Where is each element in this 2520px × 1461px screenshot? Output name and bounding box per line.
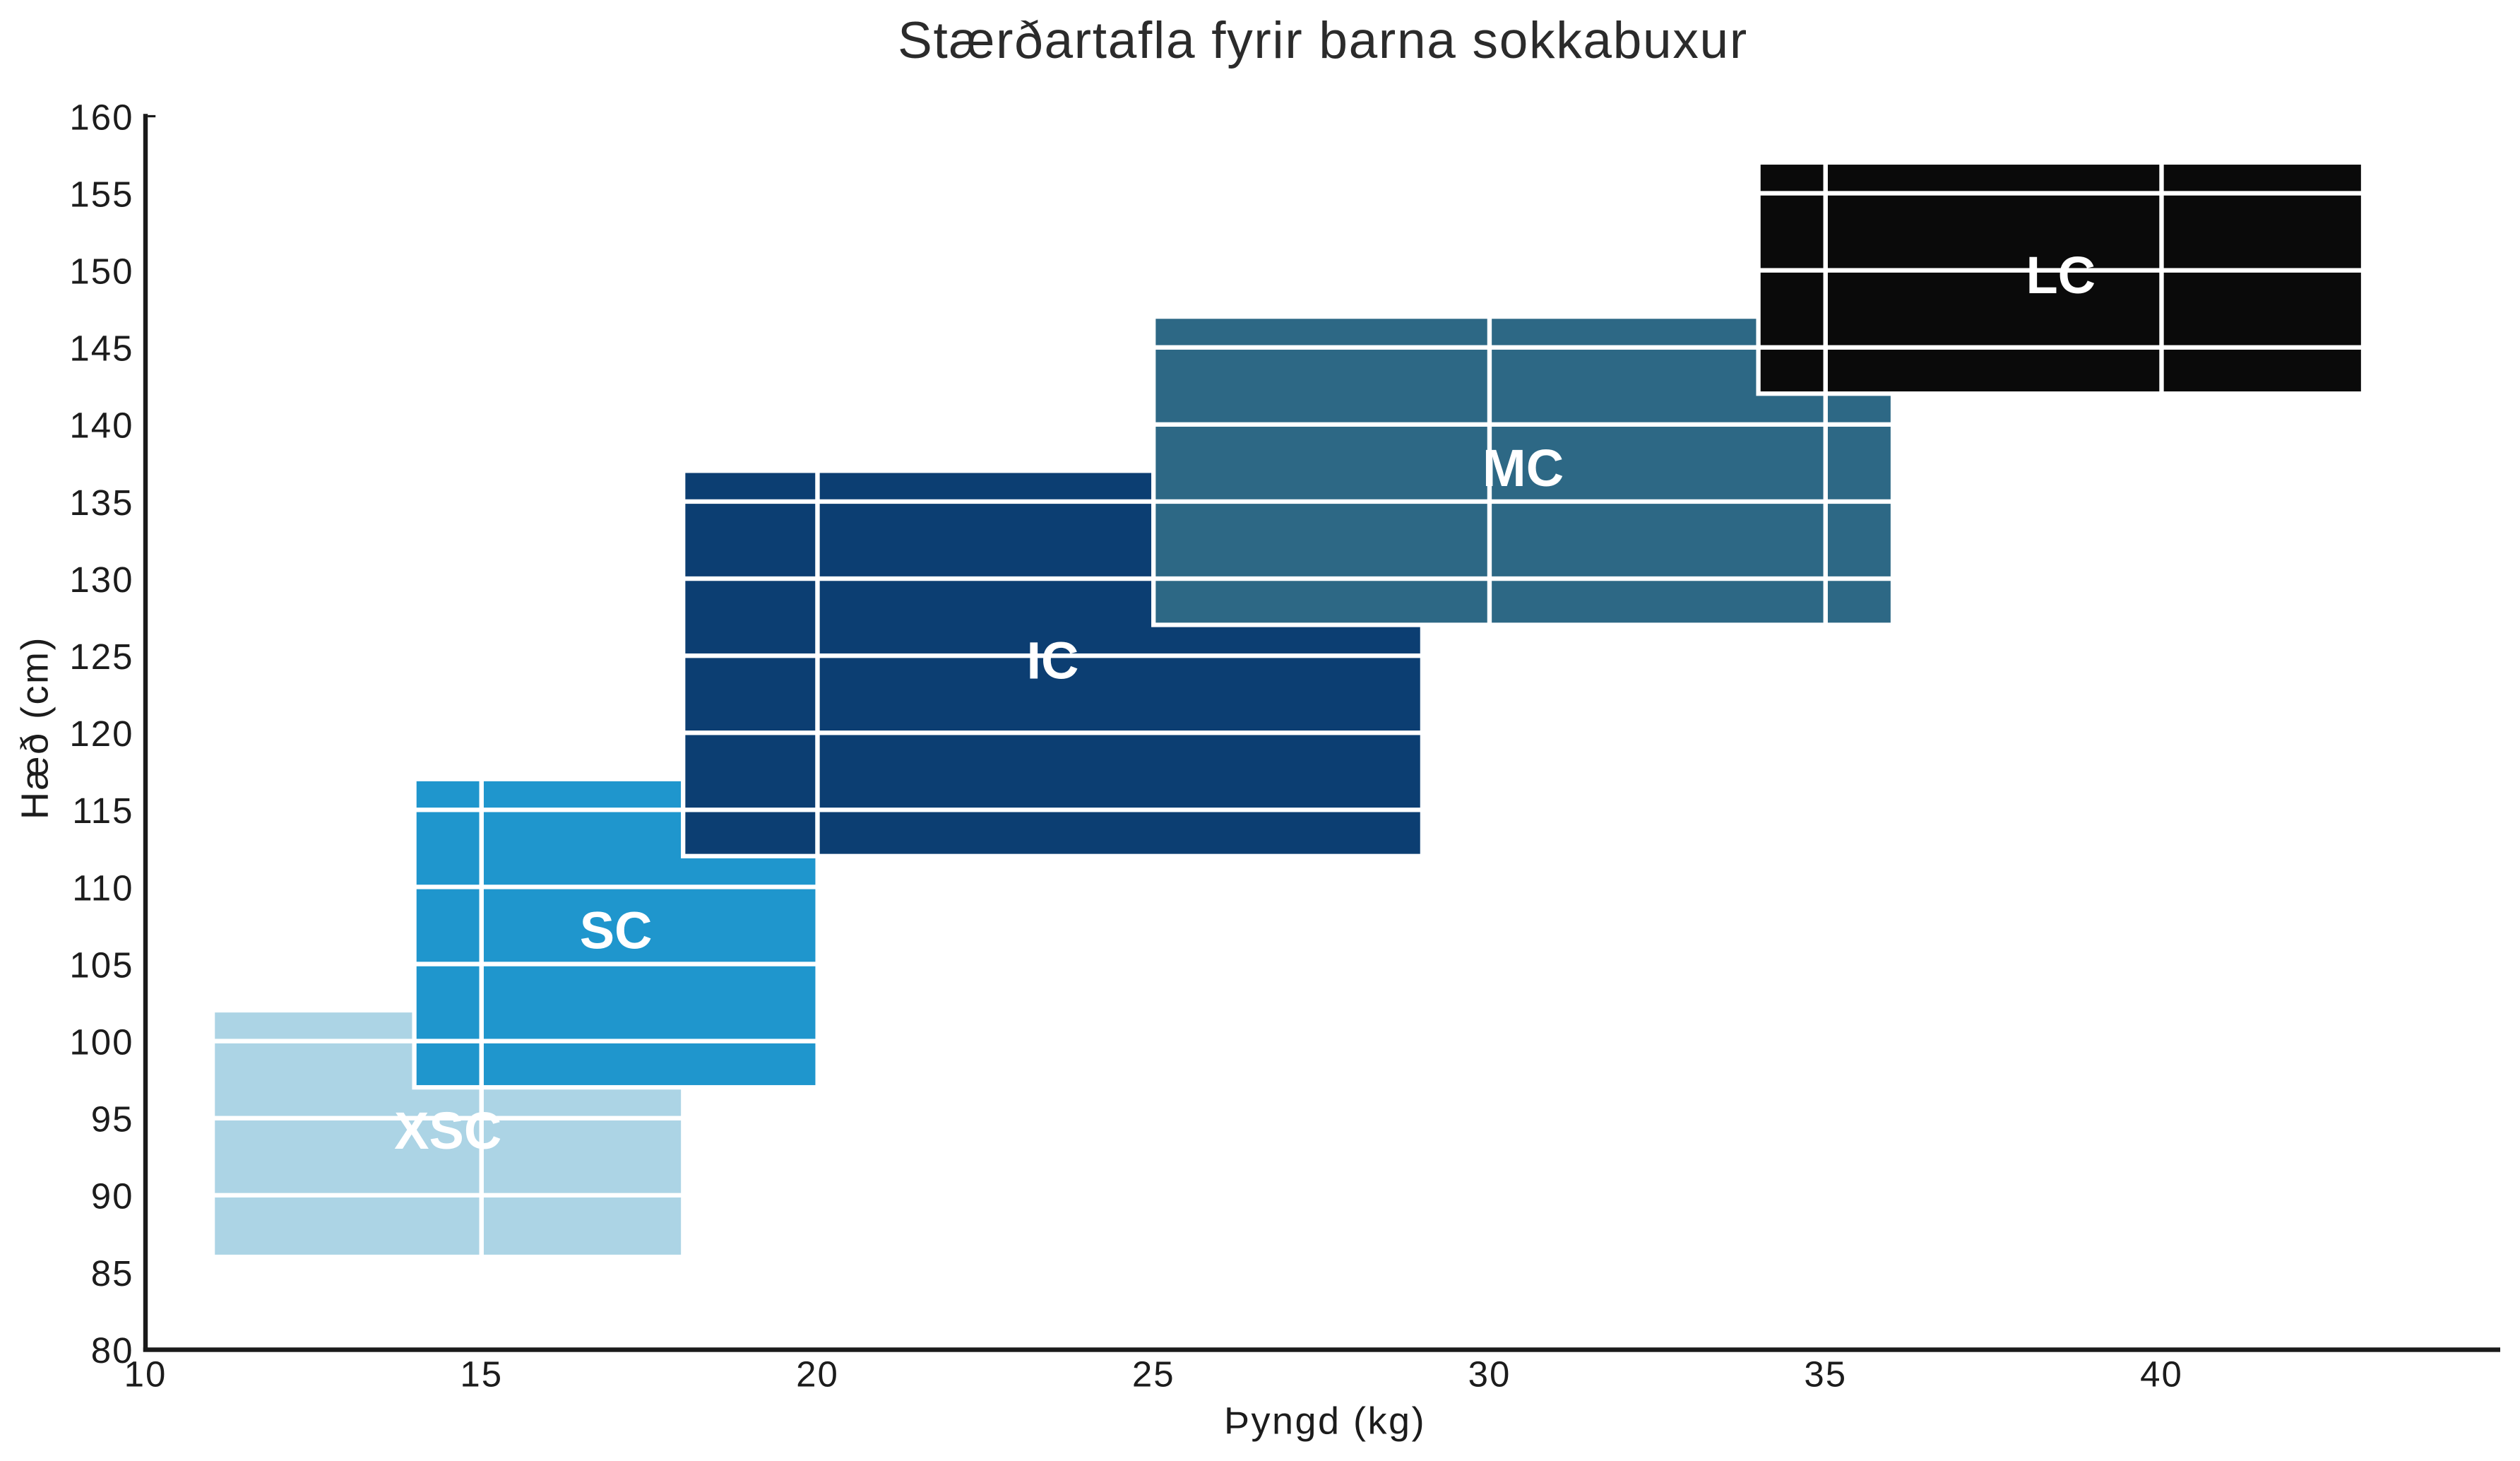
svg-text:160: 160 (69, 97, 133, 137)
svg-text:20: 20 (796, 1354, 839, 1395)
svg-text:30: 30 (1468, 1354, 1511, 1395)
svg-text:SC: SC (580, 901, 653, 959)
svg-text:95: 95 (91, 1099, 134, 1140)
svg-text:100: 100 (69, 1022, 133, 1063)
svg-text:145: 145 (69, 329, 133, 369)
svg-text:110: 110 (72, 868, 133, 908)
svg-text:IC: IC (1027, 632, 1079, 690)
svg-text:125: 125 (69, 637, 133, 677)
svg-text:XSC: XSC (394, 1101, 501, 1160)
svg-text:85: 85 (91, 1253, 134, 1294)
svg-text:Stærðartafla fyrir barna sokka: Stærðartafla fyrir barna sokkabuxur (898, 12, 1748, 69)
svg-text:115: 115 (72, 791, 133, 831)
svg-text:105: 105 (69, 945, 133, 985)
svg-text:Þyngd (kg): Þyngd (kg) (1224, 1400, 1426, 1443)
svg-text:135: 135 (69, 483, 133, 523)
svg-text:90: 90 (91, 1176, 134, 1217)
svg-text:35: 35 (1804, 1354, 1847, 1395)
svg-text:LC: LC (2026, 246, 2096, 304)
svg-text:80: 80 (91, 1330, 134, 1371)
svg-text:15: 15 (460, 1354, 503, 1395)
svg-text:150: 150 (69, 252, 133, 292)
svg-text:120: 120 (69, 714, 133, 754)
svg-text:155: 155 (69, 174, 133, 214)
svg-text:Hæð (cm): Hæð (cm) (13, 636, 56, 820)
svg-text:25: 25 (1132, 1354, 1175, 1395)
svg-text:40: 40 (2140, 1354, 2183, 1395)
svg-text:140: 140 (69, 406, 133, 446)
svg-text:MC: MC (1482, 439, 1564, 497)
svg-text:10: 10 (124, 1354, 167, 1395)
svg-text:130: 130 (69, 560, 133, 600)
